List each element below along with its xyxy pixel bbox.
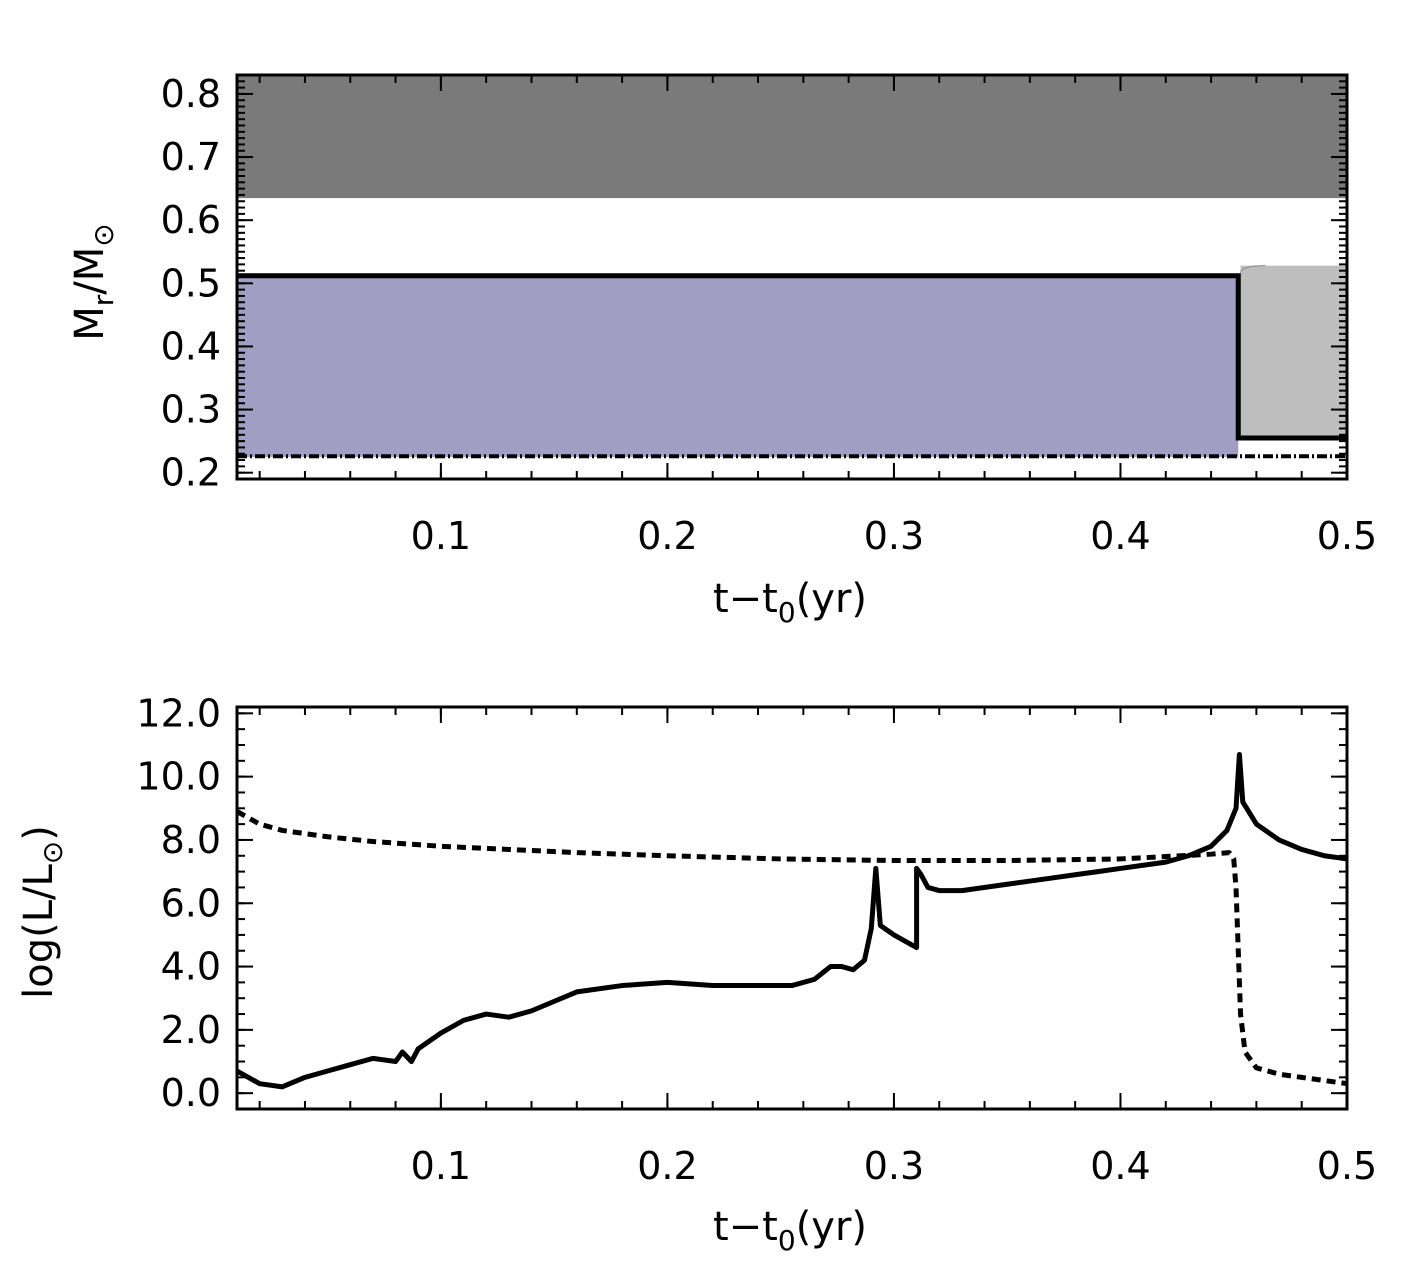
region-layer <box>237 75 1347 457</box>
y-tick-label: 12.0 <box>136 691 221 735</box>
tick-label-layer: 0.1 0.2 0.3 0.4 0.5 0.2 0.3 0.4 0.5 0.6 0.7 0.8 <box>161 72 1378 558</box>
convective-zone-region <box>237 277 1239 457</box>
x-tick-label: 0.1 <box>411 1144 471 1188</box>
plot-frame <box>235 705 1349 1111</box>
x-tick-label: 0.4 <box>1090 514 1150 558</box>
x-tick-label: 0.5 <box>1317 514 1377 558</box>
tick-layer <box>237 74 1348 480</box>
x-tick-label: 0.5 <box>1317 1144 1377 1188</box>
y-tick-label: 0.5 <box>161 261 221 305</box>
tick-layer <box>237 707 1348 1110</box>
x-tick-label: 0.3 <box>864 1144 924 1188</box>
y-tick-label: 0.6 <box>161 198 221 242</box>
x-tick-label: 0.3 <box>864 514 924 558</box>
y-tick-label: 0.2 <box>161 451 221 495</box>
y-axis-title: log(L/L⊙) <box>16 825 69 999</box>
x-tick-label: 0.2 <box>637 514 697 558</box>
y-tick-label: 6.0 <box>161 881 221 925</box>
luminosity-panel: 0.1 0.2 0.3 0.4 0.5 0.0 2.0 4.0 6.0 8.0 10.0 12.0 t… <box>16 691 1377 1257</box>
solid-luminosity-line <box>237 751 1347 1090</box>
y-axis-title: Mr/M⊙ <box>67 223 120 341</box>
y-tick-label: 0.0 <box>161 1071 221 1115</box>
line-layer <box>237 751 1347 1090</box>
y-tick-label: 4.0 <box>161 945 221 989</box>
x-tick-label: 0.1 <box>411 514 471 558</box>
boundary-line <box>237 273 1347 441</box>
y-tick-label: 0.7 <box>161 135 221 179</box>
y-tick-label: 0.4 <box>161 324 221 368</box>
outer-envelope-region <box>237 75 1347 199</box>
late-zone-region <box>1240 265 1347 438</box>
y-tick-label: 8.0 <box>161 818 221 862</box>
y-tick-label: 2.0 <box>161 1008 221 1052</box>
dotted-luminosity-line <box>237 809 1347 1087</box>
x-tick-label: 0.2 <box>637 1144 697 1188</box>
y-tick-label: 10.0 <box>136 755 221 799</box>
mass-coordinate-panel: 0.1 0.2 0.3 0.4 0.5 0.2 0.3 0.4 0.5 0.6 0.7 0.8 t−t… <box>67 72 1377 629</box>
line-layer <box>237 273 1347 459</box>
x-axis-title: t−t0(yr) <box>713 1204 867 1257</box>
x-tick-label: 0.4 <box>1090 1144 1150 1188</box>
y-tick-label: 0.8 <box>161 72 221 116</box>
x-axis-title: t−t0(yr) <box>713 576 867 629</box>
y-tick-label: 0.3 <box>161 388 221 432</box>
tick-label-layer: 0.1 0.2 0.3 0.4 0.5 0.0 2.0 4.0 6.0 8.0 10.0 12.0 <box>136 691 1377 1188</box>
late-zone-edge <box>1240 265 1266 274</box>
